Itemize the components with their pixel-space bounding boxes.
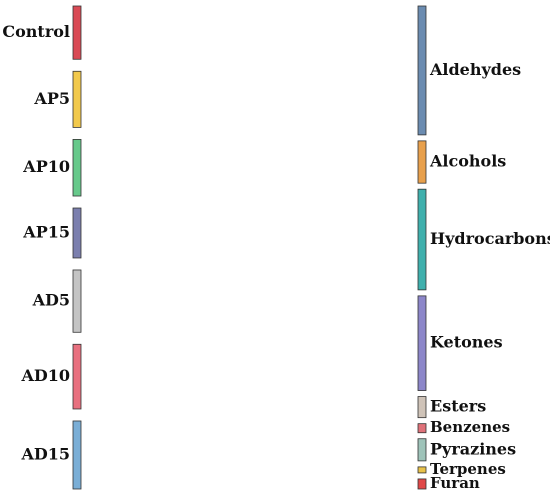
- flow-ap5-to-alcohols: [81, 88, 418, 159]
- flow-ap5-to-terpenes: [81, 126, 418, 469]
- source-node-ad10: [72, 343, 82, 410]
- flow-ad5-to-furan: [81, 331, 418, 486]
- flow-ap10-to-furan: [81, 195, 418, 483]
- flow-control-to-esters: [81, 52, 418, 399]
- flow-ad5-to-alcohols: [81, 171, 418, 291]
- source-label-ap5: AP5: [33, 89, 70, 108]
- flow-ad10-to-pyrazines: [81, 404, 418, 451]
- flow-ad15-to-hydrocarbons: [81, 276, 418, 455]
- flow-ap15-to-furan: [81, 257, 418, 484]
- source-node-ad15: [72, 420, 82, 490]
- target-node-alcohols: [417, 140, 427, 184]
- flow-ad15-to-ketones: [81, 372, 418, 472]
- flow-ap10-to-esters: [81, 191, 418, 402]
- target-label-esters: Esters: [430, 397, 486, 416]
- source-node-ap10: [72, 139, 82, 197]
- flow-ap10-to-benzenes: [81, 192, 418, 427]
- target-label-terpenes: Terpenes: [430, 460, 506, 478]
- flow-ad15-to-pyrazines: [81, 451, 418, 487]
- flow-control-to-benzenes: [81, 54, 418, 425]
- flow-ad15-to-esters: [81, 414, 418, 477]
- source-node-ap5: [72, 70, 82, 128]
- flow-ad5-to-benzenes: [81, 326, 418, 430]
- flow-control-to-ketones: [81, 44, 418, 304]
- source-label-ap15: AP15: [22, 222, 70, 241]
- flow-ap15-to-aldehydes: [81, 66, 418, 223]
- flow-ad15-to-alcohols: [81, 179, 418, 442]
- flow-ap10-to-pyrazines: [81, 193, 418, 445]
- source-label-ad5: AD5: [32, 291, 70, 310]
- flow-ap15-to-alcohols: [81, 165, 418, 229]
- flow-ap10-to-ketones: [81, 179, 418, 324]
- flow-control-to-alcohols: [81, 27, 418, 147]
- flow-ap15-to-hydrocarbons: [81, 229, 418, 246]
- flow-control-to-furan: [81, 57, 418, 481]
- flow-ad10-to-alcohols: [81, 175, 418, 363]
- target-label-alcohols: Alcohols: [429, 152, 506, 171]
- flow-ad10-to-benzenes: [81, 402, 418, 431]
- target-node-pyrazines: [417, 438, 427, 462]
- flow-ap5-to-esters: [81, 121, 418, 401]
- target-label-hydrocarbons: Hydrocarbons: [430, 229, 550, 248]
- flow-ad10-to-ketones: [81, 352, 418, 397]
- flow-ad5-to-esters: [81, 321, 418, 408]
- source-label-control: Control: [2, 22, 70, 41]
- source-label-ad10: AD10: [20, 366, 70, 385]
- flow-ap5-to-pyrazines: [81, 124, 418, 443]
- target-node-furan: [417, 478, 427, 490]
- flow-ad5-to-pyrazines: [81, 328, 418, 449]
- flow-ad10-to-hydrocarbons: [81, 260, 418, 379]
- flow-ad5-to-ketones: [81, 304, 418, 352]
- flow-ad15-to-aldehydes: [81, 117, 418, 438]
- flow-ad10-to-esters: [81, 398, 418, 414]
- target-label-ketones: Ketones: [430, 333, 503, 352]
- flow-ap15-to-benzenes: [81, 254, 418, 428]
- node-labels: Control AP5 AP10 AP15 AD5 AD10 AD15 Aldehydes Al…: [2, 22, 550, 492]
- source-node-ap15: [72, 207, 82, 259]
- source-node-control: [72, 5, 82, 60]
- flow-ad10-to-terpenes: [81, 406, 418, 472]
- source-label-ad15: AD15: [20, 444, 70, 463]
- flow-ad10-to-aldehydes: [81, 101, 418, 360]
- target-label-benzenes: Benzenes: [430, 418, 510, 436]
- flow-ap15-to-terpenes: [81, 257, 418, 470]
- target-node-esters: [417, 396, 427, 419]
- flow-ad10-to-furan: [81, 407, 418, 487]
- target-node-terpenes: [417, 466, 427, 474]
- flow-ad5-to-hydrocarbons: [81, 246, 418, 305]
- target-label-furan: Furan: [430, 474, 480, 492]
- flow-ap15-to-esters: [81, 252, 418, 404]
- source-label-ap10: AP10: [22, 157, 70, 176]
- target-label-pyrazines: Pyrazines: [430, 439, 516, 458]
- target-node-benzenes: [417, 423, 427, 434]
- flow-ap5-to-ketones: [81, 113, 418, 312]
- target-node-aldehydes: [417, 5, 427, 136]
- flow-ad15-to-benzenes: [81, 432, 418, 477]
- nodes: [72, 5, 427, 490]
- flow-ap10-to-aldehydes: [81, 46, 418, 158]
- flow-ap5-to-hydrocarbons: [81, 100, 418, 216]
- flow-ad5-to-aldehydes: [81, 83, 418, 288]
- target-label-aldehydes: Aldehydes: [429, 60, 521, 79]
- flow-ap10-to-alcohols: [81, 158, 418, 165]
- source-node-ad5: [72, 269, 82, 333]
- flow-ap15-to-ketones: [81, 242, 418, 334]
- flow-control-to-hydrocarbons: [81, 33, 418, 202]
- flow-links: [81, 6, 418, 489]
- flow-ap10-to-terpenes: [81, 195, 418, 470]
- flow-control-to-aldehydes: [81, 6, 418, 28]
- flow-ad5-to-terpenes: [81, 330, 418, 471]
- flow-control-to-pyrazines: [81, 55, 418, 441]
- flow-ad15-to-terpenes: [81, 472, 418, 488]
- flow-ap5-to-aldehydes: [81, 28, 418, 88]
- flow-ap5-to-benzenes: [81, 123, 418, 426]
- flow-ad15-to-furan: [81, 487, 418, 489]
- flow-control-to-terpenes: [81, 56, 418, 467]
- flow-ap15-to-pyrazines: [81, 255, 418, 447]
- flow-ap5-to-furan: [81, 126, 418, 481]
- target-node-hydrocarbons: [417, 188, 427, 291]
- target-node-ketones: [417, 295, 427, 391]
- flow-ap10-to-hydrocarbons: [81, 164, 418, 231]
